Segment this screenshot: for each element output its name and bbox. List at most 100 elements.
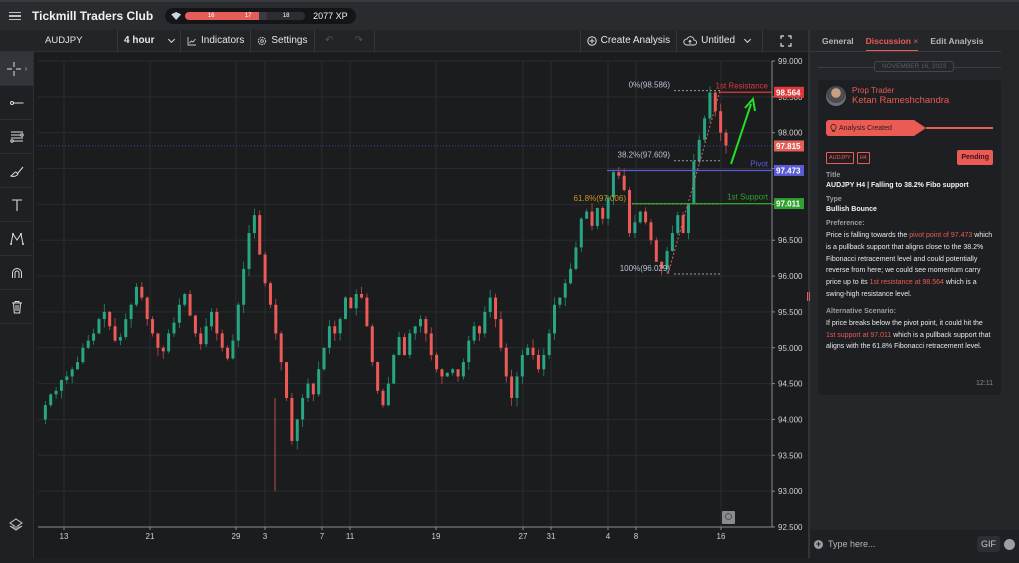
pattern-icon xyxy=(9,232,24,245)
y-tick-label: 96.000 xyxy=(778,272,803,281)
layers-button[interactable] xyxy=(8,517,24,538)
layers-icon xyxy=(9,518,23,531)
x-tick-label: 4 xyxy=(606,532,611,541)
tab-general[interactable]: General xyxy=(822,36,854,46)
panel-resize-handle[interactable] xyxy=(807,292,810,301)
trend-line-icon xyxy=(9,100,23,105)
x-tick-label: 31 xyxy=(547,532,556,541)
avatar[interactable] xyxy=(826,86,846,106)
message-composer: + GIF xyxy=(810,530,1019,558)
x-tick-label: 29 xyxy=(232,532,241,541)
status-badge: Pending xyxy=(957,150,993,165)
preference-label: Preference: xyxy=(826,220,865,227)
undo-icon[interactable]: ↶ xyxy=(325,35,334,46)
message-input[interactable] xyxy=(828,539,968,549)
y-tick-label: 98.000 xyxy=(778,129,803,138)
tab-discussion[interactable]: Discussion × xyxy=(865,36,919,51)
chevron-right-icon[interactable]: › xyxy=(24,64,28,73)
tab-edit-analysis[interactable]: Edit Analysis xyxy=(930,36,984,46)
undo-redo: ↶ ↷ xyxy=(315,29,375,52)
price-chart[interactable]: 99.00098.50098.00097.50097.00096.50096.0… xyxy=(34,52,808,558)
y-tick-label: 95.500 xyxy=(778,308,803,317)
fib-label: 61.8%(97.006) xyxy=(574,194,627,203)
author-name[interactable]: Ketan Rameshchandra xyxy=(852,95,950,106)
type-label: Type xyxy=(826,196,842,203)
alternative-label: Alternative Scenario: xyxy=(826,307,897,315)
tags: AUDJPY H4 Pending xyxy=(826,150,993,165)
highlighted-level: 1st support at 97.011 xyxy=(826,331,892,339)
fullscreen-icon xyxy=(779,34,792,47)
redo-icon[interactable]: ↷ xyxy=(354,35,363,46)
close-icon[interactable]: × xyxy=(913,36,919,46)
level-label: 1st Support xyxy=(727,193,769,202)
symbol-label: AUDJPY xyxy=(45,35,83,46)
date-label: NOVEMBER 16, 2023 xyxy=(874,61,955,72)
y-tick-label: 99.000 xyxy=(778,57,803,66)
tool-fib-levels[interactable] xyxy=(0,120,33,154)
app-title: Tickmill Traders Club xyxy=(32,9,154,23)
x-tick-label: 3 xyxy=(263,532,268,541)
magnet-icon xyxy=(11,267,22,278)
analysis-title: AUDJPY H4 | Falling to 38.2% Fibo suppor… xyxy=(826,182,969,189)
add-attachment-icon[interactable]: + xyxy=(814,538,823,549)
xp-total: 2077 XP xyxy=(313,11,348,21)
chevron-down-icon xyxy=(167,35,176,43)
tool-trend-line[interactable] xyxy=(0,86,33,120)
drawing-toolbar: › xyxy=(0,52,34,558)
symbol-search[interactable]: AUDJPY xyxy=(0,29,118,52)
tool-delete[interactable] xyxy=(0,290,33,324)
y-tick-label: 92.500 xyxy=(778,523,803,532)
toolbar-spacer xyxy=(375,29,581,52)
highlighted-level: pivot point of 97.473 xyxy=(909,232,973,239)
x-tick-label: 16 xyxy=(717,532,726,541)
candlestick-chart[interactable]: 99.00098.50098.00097.50097.00096.50096.0… xyxy=(34,52,808,558)
xp-progress: 16 17 18 2077 XP xyxy=(165,8,356,24)
tool-brush[interactable] xyxy=(0,154,33,188)
author: Prop Trader Ketan Rameshchandra xyxy=(826,86,993,106)
timeline-line xyxy=(926,127,993,129)
indicators-icon xyxy=(187,36,196,45)
menu-icon[interactable] xyxy=(0,10,30,23)
y-tick-label: 94.000 xyxy=(778,415,803,424)
message-time: 12:11 xyxy=(976,380,993,387)
create-analysis-label: Create Analysis xyxy=(600,35,671,46)
fib-label: 38.2%(97.609) xyxy=(618,151,671,160)
text-icon xyxy=(11,198,22,211)
fib-label: 0%(98.586) xyxy=(629,81,671,90)
settings-button[interactable]: Settings xyxy=(251,29,315,52)
analysis-created-tag: Analysis Created xyxy=(826,120,926,136)
chevron-down-icon xyxy=(743,35,752,43)
highlighted-level: 1st resistance at 98.564 xyxy=(869,279,944,287)
analysis-panel: General Discussion × Edit Analysis NOVEM… xyxy=(807,30,1019,558)
analysis-message: Prop Trader Ketan Rameshchandra Analysis… xyxy=(818,80,1001,395)
indicators-label: Indicators xyxy=(201,35,245,46)
xp-bar: 16 17 18 xyxy=(185,12,306,20)
x-tick-label: 7 xyxy=(320,532,325,541)
xp-level-segment: 17 xyxy=(237,12,260,20)
x-tick-label: 21 xyxy=(146,532,155,541)
emoji-icon[interactable] xyxy=(1004,538,1015,550)
tool-crosshair[interactable]: › xyxy=(0,52,33,86)
symbol-chip: AUDJPY xyxy=(826,151,854,164)
interval-select[interactable]: 4 hour xyxy=(118,29,181,52)
alternative-text: If price breaks below the pivot point, i… xyxy=(826,318,993,353)
indicators-button[interactable]: Indicators xyxy=(181,29,252,52)
xp-level-segment: 18 xyxy=(267,12,306,20)
event-label: Analysis Created xyxy=(839,124,892,132)
gif-button[interactable]: GIF xyxy=(977,536,1000,552)
tool-text[interactable] xyxy=(0,188,33,222)
x-tick-label: 19 xyxy=(432,532,441,541)
text-segment: which is a swing-high resistance level. xyxy=(826,279,977,298)
analysis-type: Bullish Bounce xyxy=(826,206,877,213)
text-segment: If price breaks below the pivot point, i… xyxy=(826,319,983,327)
tool-pattern[interactable] xyxy=(0,222,33,256)
date-separator: NOVEMBER 16, 2023 xyxy=(818,61,1001,72)
xp-level-segment xyxy=(259,12,268,20)
layout-select[interactable]: Untitled xyxy=(677,29,763,52)
preference-text: Price is falling towards the pivot point… xyxy=(826,230,993,301)
fullscreen-button[interactable] xyxy=(763,30,808,52)
create-analysis-button[interactable]: Create Analysis xyxy=(581,29,678,52)
level-label: Pivot xyxy=(750,159,769,168)
chart-toolbar: AUDJPY 4 hour Indicators Settings ↶ ↷ Cre… xyxy=(0,29,808,52)
tool-magnet[interactable] xyxy=(0,256,33,290)
